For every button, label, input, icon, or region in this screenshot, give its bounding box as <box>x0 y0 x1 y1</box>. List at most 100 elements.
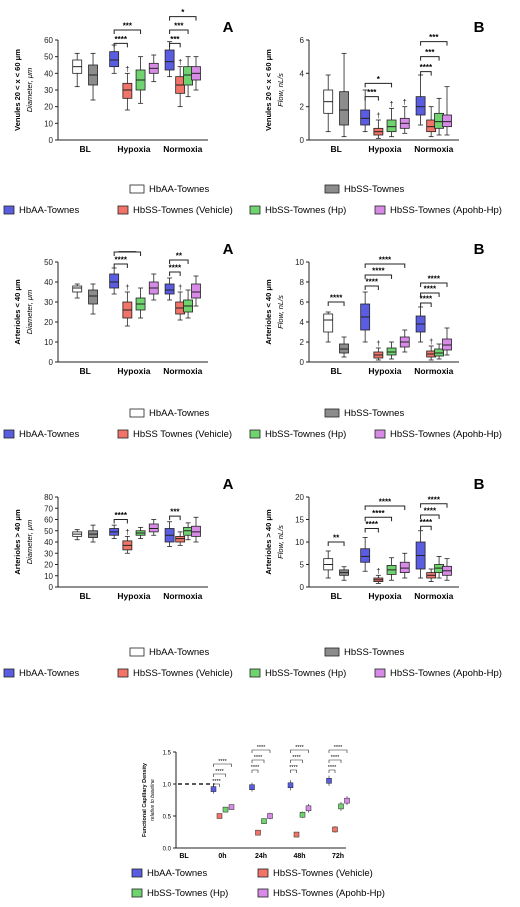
box-hbaa <box>360 109 371 126</box>
significance-label: *** <box>367 88 377 97</box>
bracket-group: **** **** **** <box>212 759 232 787</box>
legend-label: HbAA-Townes <box>19 429 79 440</box>
x-category-label: Hypoxia <box>368 144 401 154</box>
panel-letter: B <box>474 19 485 36</box>
chart-panel-fcd: 0.0 0.5 1.0 1.5 Functional Capillary Density… <box>142 745 350 860</box>
box-vehicle <box>175 535 186 543</box>
significance-label: **** <box>334 745 343 751</box>
bracket-group: **** **** **** <box>328 745 348 773</box>
panel-letter: A <box>223 476 234 493</box>
significance-bracket <box>213 763 232 767</box>
y-tick-label: 10 <box>295 258 304 267</box>
panel-letter: B <box>474 476 485 493</box>
x-category-label: Normoxia <box>414 144 453 154</box>
significance-bracket <box>364 285 379 290</box>
y-tick-label: 30 <box>44 298 53 307</box>
significance-bracket <box>420 282 448 287</box>
significance-bracket <box>364 263 406 268</box>
point-apohb <box>344 797 350 804</box>
y-tick-label: 20 <box>44 318 53 327</box>
legend-item: HbAA-Townes <box>3 668 79 679</box>
x-category-label: Normoxia <box>414 591 453 601</box>
legend-item: HbSS-Townes (Vehicle) <box>257 868 373 879</box>
significance-label: **** <box>420 63 433 72</box>
significance-bracket <box>327 541 345 546</box>
box-hbaa <box>109 273 120 289</box>
legend-swatch-hp <box>131 888 143 898</box>
legend-item: HbAA-Townes <box>3 429 79 440</box>
y-axis-label-outer: Arterioles < 40 μm <box>13 279 22 345</box>
dagger-mark: † <box>178 285 182 292</box>
chart-panel-1: 0 2 4 6 Venules 20 < x < 60 μm Flow, nL/s BL Hy… <box>264 19 485 154</box>
box-hbss_bl <box>88 289 98 305</box>
point-hbaa <box>210 786 217 792</box>
x-category-label: BL <box>79 144 90 154</box>
legend-item: HbSS-Townes (Hp) <box>249 205 346 216</box>
significance-bracket <box>169 271 181 276</box>
panel-letter: A <box>223 241 234 258</box>
significance-label: **** <box>115 511 128 520</box>
y-tick-label: 6 <box>300 36 305 45</box>
y-tick-label: 30 <box>44 549 53 558</box>
significance-label: **** <box>379 256 392 265</box>
y-tick-label: 20 <box>44 561 53 570</box>
x-category-label: BL <box>79 591 90 601</box>
significance-label: **** <box>115 35 128 44</box>
y-tick-label: 10 <box>44 338 53 347</box>
significance-label: **** <box>218 759 227 765</box>
significance-bracket <box>364 96 379 101</box>
legend-label: HbSS-Townes (Hp) <box>265 668 346 679</box>
y-axis-label-outer: Venules 20 < x < 60 μm <box>13 49 22 131</box>
legend-item: HbSS-Townes <box>324 647 404 658</box>
significance-label: **** <box>254 755 263 761</box>
box-hp <box>386 119 397 133</box>
legend-item: HbSS-Townes (Hp) <box>249 429 346 440</box>
legend-swatch-hbaa_bl <box>129 408 145 418</box>
legend-item: HbAA-Townes <box>129 184 209 195</box>
y-axis-label-outer: Arterioles < 40 μm <box>264 279 273 345</box>
x-category-label: 72h <box>332 853 344 860</box>
y-axis-label-inner: Diameter, μm <box>25 290 34 335</box>
point-apohb <box>228 804 235 810</box>
dagger-mark: † <box>376 341 380 348</box>
significance-bracket <box>290 749 309 753</box>
legend-item: HbSS-Townes (Vehicle) <box>117 668 233 679</box>
box-apohb <box>442 114 452 128</box>
point-vehicle <box>216 813 223 819</box>
box-apohb <box>399 561 410 574</box>
y-tick-label: 2 <box>300 103 305 112</box>
legend-swatch-vehicle <box>117 429 129 439</box>
y-tick-label: 15 <box>295 516 304 525</box>
significance-bracket <box>420 71 432 76</box>
panel-letter: A <box>223 19 234 36</box>
legend-label: HbSS-Townes (Apohb-Hp) <box>390 205 502 216</box>
legend-swatch-hp <box>249 668 261 678</box>
legend-swatch-vehicle <box>257 868 269 878</box>
y-tick-label: 60 <box>44 36 53 45</box>
significance-bracket <box>290 759 303 763</box>
significance-label: **** <box>292 755 301 761</box>
dagger-mark: † <box>376 568 380 575</box>
legend-swatch-apohb <box>374 429 386 439</box>
legend-label: HbAA-Townes <box>149 184 209 195</box>
x-category-label: Normoxia <box>414 366 453 376</box>
legend-item: HbSS Townes (Vehicle) <box>117 429 232 440</box>
x-category-label: Hypoxia <box>117 144 150 154</box>
y-tick-label: 1.0 <box>163 783 172 789</box>
significance-label: **** <box>420 295 433 304</box>
legend-swatch-apohb <box>257 888 269 898</box>
significance-bracket <box>364 82 393 88</box>
legend-label: HbSS-Townes (Vehicle) <box>273 868 373 879</box>
dagger-mark: † <box>403 100 407 107</box>
y-tick-label: 30 <box>44 86 53 95</box>
y-axis-label-outer: Arterioles > 40 μm <box>13 509 22 575</box>
dagger-mark: † <box>390 101 394 108</box>
y-axis-label-inner: Flow, nL/s <box>276 525 285 559</box>
y-tick-label: 0 <box>49 136 54 145</box>
point-apohb <box>267 813 273 819</box>
point-hp <box>261 818 267 824</box>
legend-swatch-vehicle <box>117 668 129 678</box>
legend-label: HbSS-Townes <box>344 184 404 195</box>
significance-label: **** <box>366 520 379 529</box>
y-tick-label: 5 <box>300 561 305 570</box>
